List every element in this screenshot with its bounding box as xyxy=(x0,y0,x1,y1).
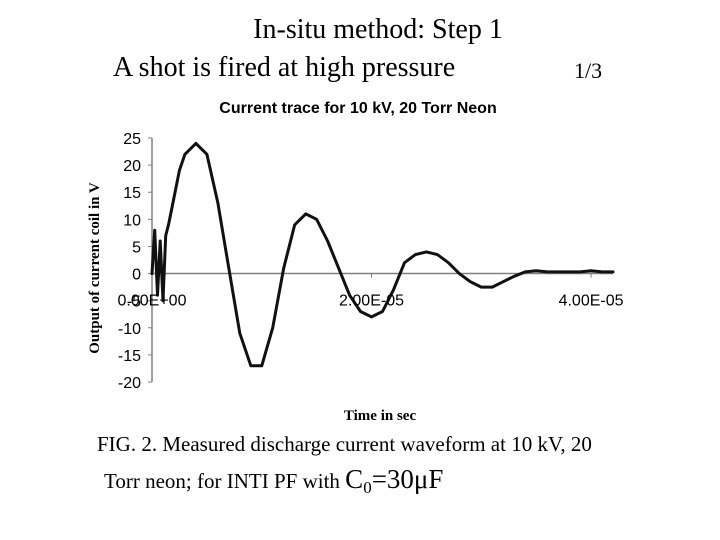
x-tick-label: 4.00E-05 xyxy=(559,293,624,310)
tick-labels: 25 20 15 10 5 0 -5 -10 -15 -20 0.00E+00 2.00E-05 4.0… xyxy=(118,131,624,392)
slide-subtitle: A shot is fired at high pressure xyxy=(113,52,456,83)
series-group xyxy=(150,141,615,368)
y-tick-label: -10 xyxy=(118,321,141,338)
slide-title-line1: In-situ method: Step 1 xyxy=(253,14,503,45)
current-trace-chart: Current trace for 10 kV, 20 Torr Neon Ou… xyxy=(87,100,624,424)
y-tick-label: 15 xyxy=(123,185,141,202)
series-line xyxy=(150,141,615,368)
y-tick-label: 25 xyxy=(123,131,141,148)
y-tick-label: 5 xyxy=(132,239,141,256)
page-number: 1/3 xyxy=(574,58,603,83)
y-tick-label: -5 xyxy=(127,294,141,311)
caption-prefix: Torr neon; for INTI PF with xyxy=(104,469,346,493)
axes xyxy=(148,137,613,383)
chart-title: Current trace for 10 kV, 20 Torr Neon xyxy=(219,100,496,117)
capacitance-value: =30μF xyxy=(371,464,444,494)
slide-title: In-situ method: Step 1 xyxy=(0,14,720,46)
x-tick-label: 2.00E-05 xyxy=(339,293,404,310)
x-axis-label: Time in sec xyxy=(344,408,417,424)
y-tick-label: 20 xyxy=(123,158,141,175)
figure-caption-line1: FIG. 2. Measured discharge current wavef… xyxy=(97,432,592,456)
y-tick-label: -15 xyxy=(118,348,141,365)
x-tick-label: 0.00E+00 xyxy=(118,293,187,310)
y-tick-label: 10 xyxy=(123,212,141,229)
y-tick-label: 0 xyxy=(132,267,141,284)
y-tick-label: -20 xyxy=(118,375,141,392)
figure-caption-line2: Torr neon; for INTI PF with C0=30μF xyxy=(104,464,443,498)
capacitance-subscript: 0 xyxy=(363,478,372,498)
capacitance-symbol: C xyxy=(345,464,364,494)
y-axis-label: Output of current coil in V xyxy=(87,182,103,354)
